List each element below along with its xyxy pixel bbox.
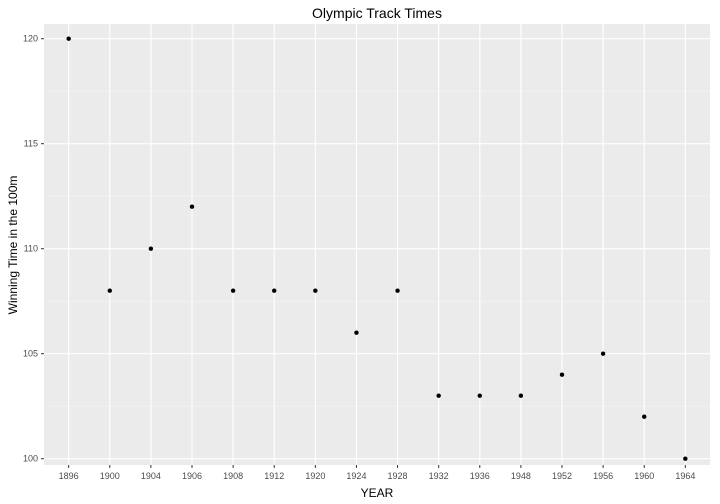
y-axis-title: Winning Time in the 100m [6,176,20,315]
data-point [395,288,400,293]
x-tick-label: 1896 [59,471,79,481]
data-point [313,288,318,293]
x-tick-label: 1904 [141,471,161,481]
x-tick-label: 1912 [264,471,284,481]
x-tick-label: 1932 [429,471,449,481]
x-tick-label: 1928 [388,471,408,481]
data-point [600,351,606,356]
x-tick-label: 1936 [470,471,490,481]
x-tick-label: 1924 [346,471,366,481]
major-gridlines [44,24,710,465]
x-tick-label: 1920 [305,471,325,481]
x-axis-title: YEAR [361,486,394,500]
data-point [518,393,524,398]
data-point [189,204,195,209]
data-point [477,393,482,398]
x-tick-label: 1906 [182,471,202,481]
data-point [230,288,236,293]
y-tick-label: 100 [23,454,38,464]
x-tick-label: 1960 [634,471,654,481]
data-point [683,456,688,461]
y-tick-label: 115 [24,139,38,149]
y-axis-ticks: 100 105 110 115 120 [23,34,44,464]
data-point [436,393,441,398]
x-tick-label: 1908 [223,471,243,481]
x-tick-label: 1956 [593,471,613,481]
data-point [559,372,565,377]
plot-panel [44,24,710,465]
x-tick-label: 1964 [675,471,695,481]
data-point [354,330,359,335]
data-point [107,288,112,293]
data-point [272,288,277,293]
data-point [642,414,647,419]
data-point [66,36,71,41]
y-tick-label: 120 [23,34,38,44]
x-axis-ticks: 1896 1900 1904 1906 1908 1912 1920 1924 1928 1932… [59,465,695,481]
chart-title: Olympic Track Times [312,5,442,21]
y-tick-label: 110 [24,244,38,254]
y-tick-label: 105 [23,349,38,359]
x-tick-label: 1948 [511,471,531,481]
data-points [66,36,688,461]
data-point [148,246,154,251]
x-tick-label: 1952 [552,471,572,481]
x-tick-label: 1900 [100,471,120,481]
minor-gridlines [44,90,710,407]
